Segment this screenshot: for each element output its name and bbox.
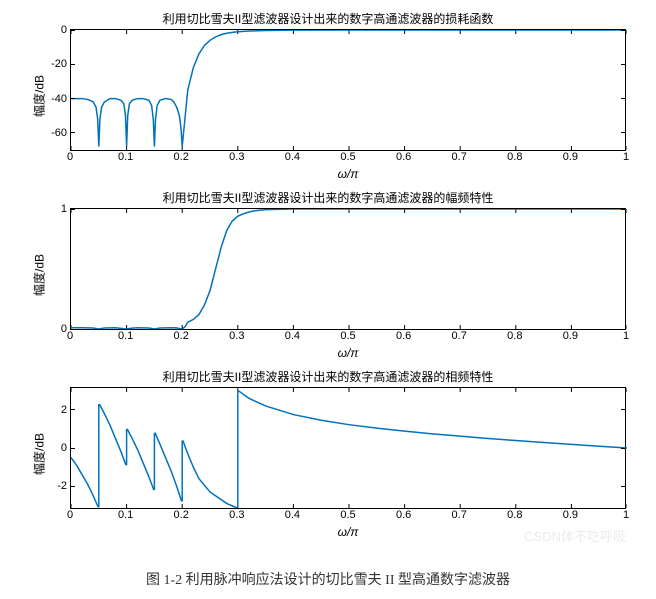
x-tick-label: 0.6 (396, 330, 411, 342)
y-tick-label: -40 (51, 93, 71, 105)
plot-area: -60-40-200 (70, 29, 626, 151)
x-tick-label: 0.6 (396, 151, 411, 163)
x-tick-label: 0.2 (174, 330, 189, 342)
x-tick-label: 0.5 (340, 509, 355, 521)
x-tick-label: 1 (623, 330, 629, 342)
y-tick-label: -60 (51, 127, 71, 139)
x-tick-label: 0.3 (229, 330, 244, 342)
x-tick-label: 1 (623, 151, 629, 163)
x-tick-label: 0 (67, 330, 73, 342)
panel-title: 利用切比雪夫II型滤波器设计出来的数字高通滤波器的损耗函数 (10, 10, 646, 27)
chart-panel-0: 利用切比雪夫II型滤波器设计出来的数字高通滤波器的损耗函数幅度/dB-60-40… (10, 10, 646, 181)
plot-area: -202 (70, 387, 626, 509)
y-tick-label: -2 (57, 480, 71, 492)
y-tick-label: 2 (61, 404, 71, 416)
x-tick-label: 0.7 (452, 509, 467, 521)
y-axis-label: 幅度/dB (31, 74, 48, 116)
y-tick-label: 1 (61, 203, 71, 215)
x-axis-label: ω/π (70, 167, 626, 181)
data-line (71, 209, 627, 329)
plot-area: 01 (70, 208, 626, 330)
x-tick-label: 0.8 (507, 330, 522, 342)
x-tick-label: 0 (67, 151, 73, 163)
x-tick-label: 0.5 (340, 151, 355, 163)
y-tick-label: -20 (51, 58, 71, 70)
x-tick-label: 0.9 (563, 509, 578, 521)
x-tick-label: 0.7 (452, 151, 467, 163)
y-axis-label: 幅度/dB (31, 253, 48, 295)
data-line (127, 429, 154, 490)
x-tick-label: 0.1 (118, 330, 133, 342)
x-tick-label: 0.1 (118, 509, 133, 521)
chart-svg (71, 30, 627, 150)
x-tick-label: 0.4 (285, 509, 300, 521)
data-line (155, 433, 182, 502)
panel-title: 利用切比雪夫II型滤波器设计出来的数字高通滤波器的幅频特性 (10, 189, 646, 206)
x-tick-label: 0.7 (452, 330, 467, 342)
data-line (71, 458, 98, 508)
x-tick-label: 1 (623, 509, 629, 521)
x-tick-label: 0.4 (285, 151, 300, 163)
chart-panel-2: 利用切比雪夫II型滤波器设计出来的数字高通滤波器的相频特性幅度/dB-20200… (10, 368, 646, 539)
x-tick-label: 0.9 (563, 151, 578, 163)
x-tick-label: 0.8 (507, 151, 522, 163)
x-tick-label: 0.2 (174, 151, 189, 163)
x-tick-label: 0.8 (507, 509, 522, 521)
figure-caption: 图 1-2 利用脉冲响应法设计的切比雪夫 II 型高通数字滤波器 (10, 569, 646, 589)
x-tick-label: 0.5 (340, 330, 355, 342)
figure-container: 利用切比雪夫II型滤波器设计出来的数字高通滤波器的损耗函数幅度/dB-60-40… (10, 10, 646, 589)
y-tick-label: 0 (61, 442, 71, 454)
x-axis-label: ω/π (70, 525, 626, 539)
data-line (71, 30, 627, 147)
panel-title: 利用切比雪夫II型滤波器设计出来的数字高通滤波器的相频特性 (10, 368, 646, 385)
data-line (99, 404, 126, 465)
x-tick-label: 0.2 (174, 509, 189, 521)
x-tick-label: 0.3 (229, 151, 244, 163)
x-tick-label: 0.1 (118, 151, 133, 163)
x-axis-label: ω/π (70, 346, 626, 360)
data-line (238, 391, 627, 448)
x-tick-label: 0.9 (563, 330, 578, 342)
chart-svg (71, 388, 627, 508)
y-tick-label: 0 (61, 24, 71, 36)
data-line (183, 440, 237, 508)
x-tick-label: 0.3 (229, 509, 244, 521)
chart-panel-1: 利用切比雪夫II型滤波器设计出来的数字高通滤波器的幅频特性幅度/dB 010 0.1… (10, 189, 646, 360)
x-tick-label: 0 (67, 509, 73, 521)
y-axis-label: 幅度/dB (31, 432, 48, 474)
x-tick-label: 0.6 (396, 509, 411, 521)
x-tick-label: 0.4 (285, 330, 300, 342)
chart-svg (71, 209, 627, 329)
